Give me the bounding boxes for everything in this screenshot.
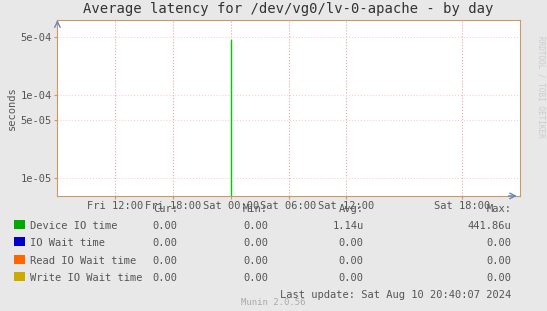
- Text: 0.00: 0.00: [243, 273, 268, 283]
- Text: Cur:: Cur:: [153, 204, 178, 214]
- Text: 0.00: 0.00: [486, 256, 511, 266]
- Text: 0.00: 0.00: [339, 273, 364, 283]
- Text: RRDTOOL / TOBI OETIKER: RRDTOOL / TOBI OETIKER: [537, 36, 546, 138]
- Text: Read IO Wait time: Read IO Wait time: [30, 256, 136, 266]
- Text: 0.00: 0.00: [153, 221, 178, 231]
- Text: 0.00: 0.00: [153, 238, 178, 248]
- Title: Average latency for /dev/vg0/lv-0-apache - by day: Average latency for /dev/vg0/lv-0-apache…: [83, 2, 494, 16]
- Text: 0.00: 0.00: [243, 238, 268, 248]
- Text: 441.86u: 441.86u: [468, 221, 511, 231]
- Text: 0.00: 0.00: [486, 238, 511, 248]
- Text: 0.00: 0.00: [486, 273, 511, 283]
- Text: Device IO time: Device IO time: [30, 221, 118, 231]
- Text: Max:: Max:: [486, 204, 511, 214]
- Text: 0.00: 0.00: [339, 256, 364, 266]
- Y-axis label: seconds: seconds: [7, 86, 16, 130]
- Text: 0.00: 0.00: [153, 273, 178, 283]
- Text: 0.00: 0.00: [243, 221, 268, 231]
- Text: 0.00: 0.00: [339, 238, 364, 248]
- Text: 0.00: 0.00: [243, 256, 268, 266]
- Text: 0.00: 0.00: [153, 256, 178, 266]
- Text: IO Wait time: IO Wait time: [30, 238, 105, 248]
- Text: Min:: Min:: [243, 204, 268, 214]
- Text: Write IO Wait time: Write IO Wait time: [30, 273, 143, 283]
- Text: Avg:: Avg:: [339, 204, 364, 214]
- Text: 1.14u: 1.14u: [333, 221, 364, 231]
- Text: Last update: Sat Aug 10 20:40:07 2024: Last update: Sat Aug 10 20:40:07 2024: [280, 290, 511, 300]
- Text: Munin 2.0.56: Munin 2.0.56: [241, 298, 306, 307]
